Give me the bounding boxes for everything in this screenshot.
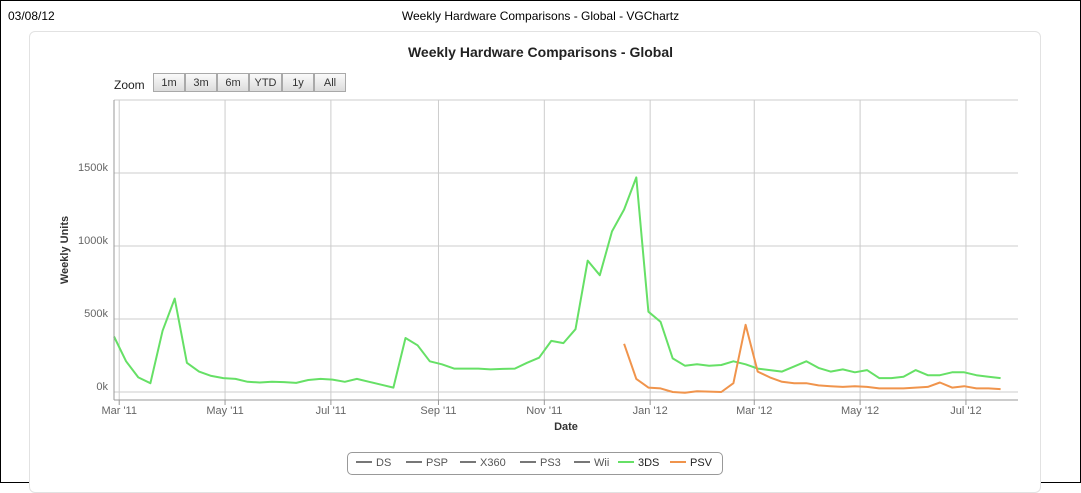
zoom-1m-button[interactable]: 1m	[153, 73, 185, 92]
legend-item-3ds[interactable]: 3DS	[618, 457, 659, 471]
grid	[114, 99, 1018, 400]
series-line-3ds	[113, 176, 1001, 389]
wii-swatch	[574, 461, 590, 464]
zoom-1y-button[interactable]: 1y	[282, 73, 314, 92]
3ds-swatch	[618, 461, 634, 464]
legend-label-3ds: 3DS	[638, 457, 660, 469]
legend-item-ps3[interactable]: PS3	[520, 457, 561, 471]
legend-item-psp[interactable]: PSP	[406, 457, 448, 471]
ps3-swatch	[520, 461, 536, 464]
zoom-ytd-button[interactable]: YTD	[249, 73, 282, 92]
x-tick-label: Jul '11	[316, 405, 347, 417]
legend-item-x360[interactable]: X360	[460, 457, 506, 471]
zoom-6m-button[interactable]: 6m	[217, 73, 249, 92]
print-date: 03/08/12	[8, 9, 55, 23]
y-tick-label: 500k	[84, 308, 108, 320]
y-tick-label: 0k	[96, 381, 108, 393]
series-line-psv	[623, 323, 1001, 394]
zoom-label: Zoom	[114, 78, 145, 92]
psv-swatch	[670, 461, 686, 464]
chart-container	[29, 31, 1041, 493]
legend-label-wii: Wii	[594, 457, 610, 469]
ds-swatch	[356, 461, 372, 464]
series	[113, 176, 1001, 394]
legend-label-x360: X360	[480, 457, 506, 469]
x-tick-label: Jan '12	[633, 405, 668, 417]
legend-item-psv[interactable]: PSV	[670, 457, 712, 471]
x-tick-label: May '11	[206, 405, 243, 417]
x-tick-label: Nov '11	[526, 405, 562, 417]
chart-title: Weekly Hardware Comparisons - Global	[407, 44, 674, 60]
x360-swatch	[460, 461, 476, 464]
legend-label-ps3: PS3	[540, 457, 561, 469]
line-chart: 0k 500k 1000k 1500k Mar '11 May '11 Jul '11 Sep…	[59, 99, 1018, 433]
zoom-3m-button[interactable]: 3m	[185, 73, 217, 92]
psp-swatch	[406, 461, 422, 464]
x-tick-label: Mar '12	[736, 405, 772, 417]
x-axis-title: Date	[554, 421, 578, 433]
y-tick-label: 1500k	[78, 162, 108, 174]
y-tick-label: 1000k	[78, 235, 108, 247]
legend-label-psv: PSV	[690, 457, 713, 469]
legend-label-ds: DS	[376, 457, 392, 469]
x-tick-label: Mar '11	[101, 405, 137, 417]
x-tick-label: Jul '12	[950, 405, 981, 417]
legend: DS PSP X360 PS3 Wii 3DS PSV	[347, 452, 723, 475]
zoom-all-button[interactable]: All	[314, 73, 346, 92]
x-tick-label: May '12	[841, 405, 879, 417]
axes: 0k 500k 1000k 1500k Mar '11 May '11 Jul '11 Sep…	[59, 100, 1018, 433]
legend-label-psp: PSP	[426, 457, 449, 469]
legend-item-ds[interactable]: DS	[356, 457, 391, 471]
y-axis-title: Weekly Units	[59, 216, 71, 284]
print-page-title: Weekly Hardware Comparisons - Global - V…	[401, 9, 680, 23]
legend-item-wii[interactable]: Wii	[574, 457, 609, 471]
x-tick-label: Sep '11	[420, 405, 456, 417]
